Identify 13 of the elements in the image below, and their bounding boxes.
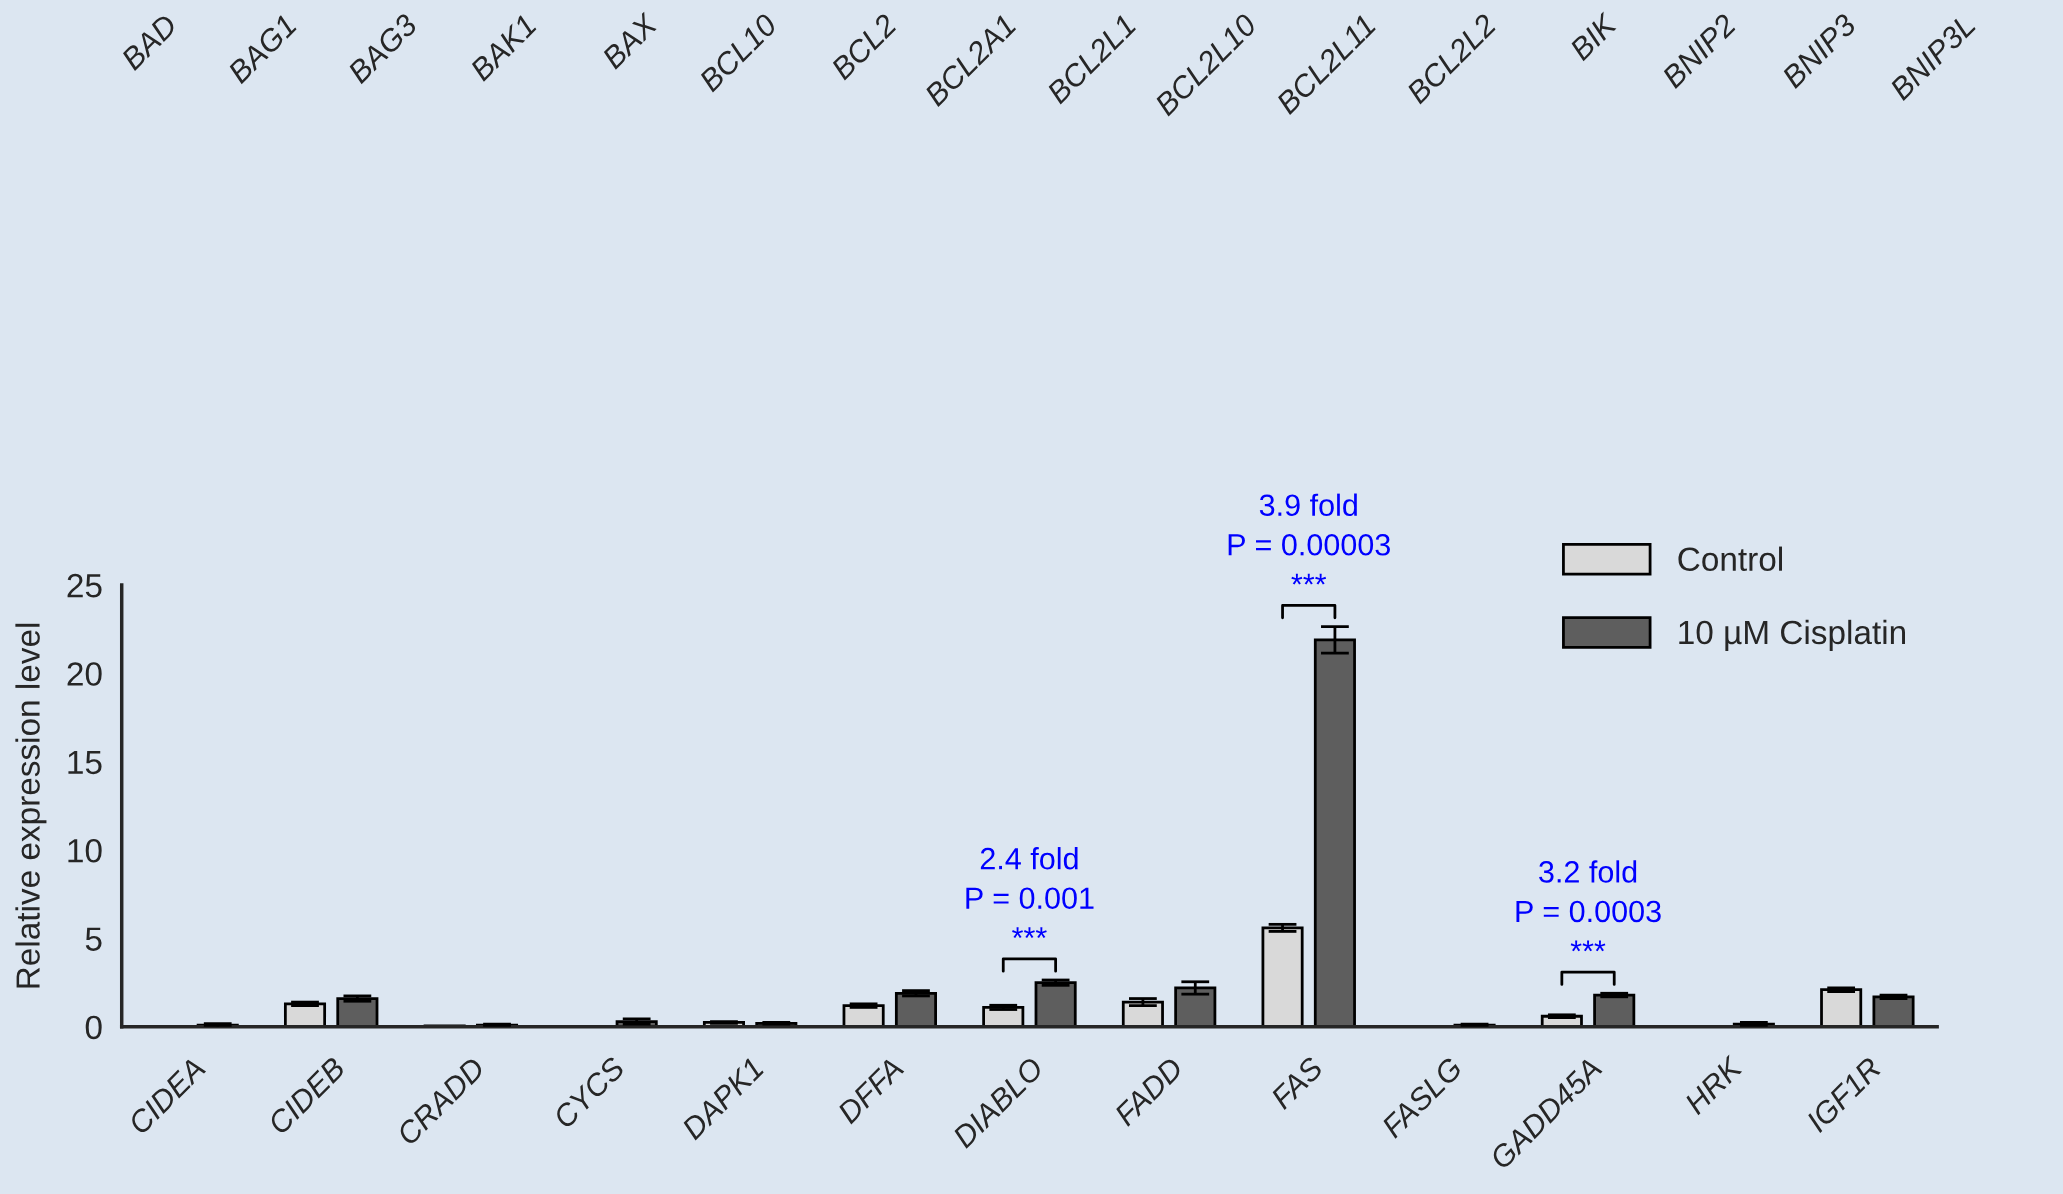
y-axis-title: Relative expression level (15, 623, 47, 988)
legend-label: 10 µM Cisplatin (1679, 619, 1905, 651)
y-tick-label: 20 (67, 662, 102, 686)
legend-label: Control (1678, 546, 1782, 572)
y-tick-label: 10 (68, 838, 102, 863)
y-tick-label: 5 (85, 927, 102, 951)
y-tick-label: 15 (68, 750, 102, 775)
y-tick-label: 0 (85, 1015, 102, 1040)
annotation: 2.4 fold P = 0.001 *** (966, 847, 1094, 939)
annotation: 3.2 fold P = 0.0003 *** (1516, 860, 1661, 952)
y-tick-label: 25 (67, 573, 102, 598)
annotation: 3.9 fold P = 0.00003 *** (1228, 493, 1390, 585)
category-label: BIK (1568, 11, 1619, 62)
